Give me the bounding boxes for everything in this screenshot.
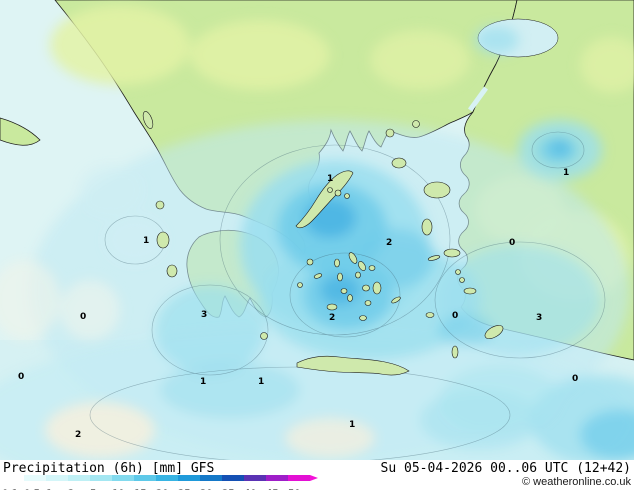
island-euboea	[295, 170, 354, 229]
copyright: © weatheronline.co.uk	[521, 476, 631, 488]
island-ikaria	[427, 255, 441, 261]
island-naxos	[372, 281, 382, 295]
island-andros	[348, 252, 358, 264]
colorbar	[2, 475, 318, 481]
colorbar-segment	[134, 475, 156, 481]
colorbar-segment	[288, 475, 310, 481]
colorbar-segment	[90, 475, 112, 481]
parameter-name: Precipitation (6h)	[3, 461, 144, 476]
island-kythnos	[337, 272, 343, 282]
island-kythira	[260, 332, 268, 340]
island-thasos	[385, 128, 395, 138]
island-kefalonia	[156, 231, 170, 249]
island-skopelos	[334, 189, 342, 197]
colorbar-segment	[266, 475, 288, 481]
dardanelles-strait	[467, 86, 489, 112]
island-corfu	[142, 111, 154, 129]
colorbar-values: 0.10.5125101520253035404550	[2, 481, 310, 490]
colorbar-segment	[244, 475, 266, 481]
island-astypalea	[425, 312, 435, 318]
island-serifos	[340, 288, 348, 294]
colorbar-segment	[222, 475, 244, 481]
valid-time: Su 05-04-2026 00..06 UTC (12+42)	[380, 461, 631, 476]
island-leros	[459, 277, 465, 283]
islands	[142, 111, 504, 376]
island-lesbos	[423, 181, 451, 199]
island-rhodes	[484, 325, 504, 339]
island-zakynthos	[166, 264, 178, 278]
island-sifnos	[347, 294, 353, 302]
colorbar-arrow	[310, 475, 318, 481]
island-karpathos	[451, 345, 459, 359]
land-italy-heel	[0, 117, 41, 146]
precipitation-layer	[0, 26, 634, 460]
island-amorgos	[391, 296, 401, 304]
colorbar-segment	[112, 475, 134, 481]
colorbar-segment	[24, 475, 46, 481]
island-lefkada	[155, 200, 165, 210]
island-syros	[355, 271, 361, 279]
island-paros	[362, 284, 370, 292]
island-kea	[334, 258, 340, 268]
legend-title: Precipitation (6h) [mm] GFS	[3, 461, 214, 476]
colorbar-segment	[2, 475, 24, 481]
island-santorini	[359, 315, 367, 321]
dry-patches	[0, 260, 375, 458]
island-aegina	[306, 258, 314, 266]
island-milos	[326, 303, 338, 311]
legend-bar: Precipitation (6h) [mm] GFS 0.10.5125101…	[0, 460, 634, 490]
model-name: GFS	[190, 461, 215, 476]
island-limnos	[391, 157, 407, 169]
island-samos	[443, 248, 461, 258]
island-samothraki	[412, 120, 420, 128]
island-alonissos	[344, 193, 350, 199]
island-spetses	[297, 282, 303, 288]
island-crete	[296, 355, 410, 376]
island-skiathos	[327, 187, 333, 193]
island-kos	[463, 287, 477, 295]
island-chios	[421, 218, 433, 236]
parameter-unit: [mm]	[151, 461, 184, 476]
colorbar-segment	[178, 475, 200, 481]
colorbar-segment	[156, 475, 178, 481]
island-tinos	[358, 261, 366, 271]
colorbar-segment	[200, 475, 222, 481]
island-kalymnos	[455, 269, 461, 275]
island-hydra	[313, 273, 323, 279]
island-mykonos	[368, 265, 376, 271]
colorbar-segment	[68, 475, 90, 481]
colorbar-segment	[46, 475, 68, 481]
island-ios	[364, 300, 372, 306]
precipitation-map	[0, 0, 634, 460]
